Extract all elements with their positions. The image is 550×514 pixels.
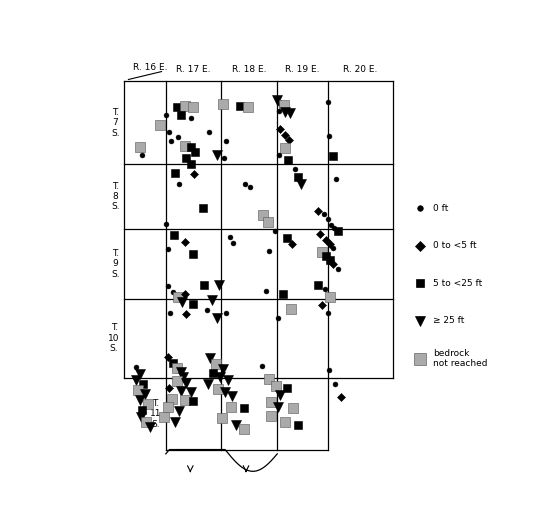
Text: R. 16 E.: R. 16 E. bbox=[133, 63, 167, 71]
Text: T.
10
S.: T. 10 S. bbox=[108, 323, 120, 353]
Text: 5 to <25 ft: 5 to <25 ft bbox=[433, 279, 482, 288]
Text: T.
9
S.: T. 9 S. bbox=[111, 249, 120, 279]
Text: 0 to <5 ft: 0 to <5 ft bbox=[433, 241, 477, 250]
Text: R. 18 E.: R. 18 E. bbox=[232, 65, 266, 74]
Text: bedrock
not reached: bedrock not reached bbox=[433, 349, 488, 368]
Text: R. 17 E.: R. 17 E. bbox=[176, 65, 211, 74]
Text: T.
8
S.: T. 8 S. bbox=[111, 181, 120, 211]
Text: 0 ft: 0 ft bbox=[433, 204, 449, 213]
Text: R. 19 E.: R. 19 E. bbox=[285, 65, 320, 74]
Text: T.
7
S.: T. 7 S. bbox=[111, 108, 120, 138]
Text: ≥ 25 ft: ≥ 25 ft bbox=[433, 317, 465, 325]
Text: T.
11
S.: T. 11 S. bbox=[150, 399, 162, 429]
Text: R. 20 E.: R. 20 E. bbox=[343, 65, 378, 74]
